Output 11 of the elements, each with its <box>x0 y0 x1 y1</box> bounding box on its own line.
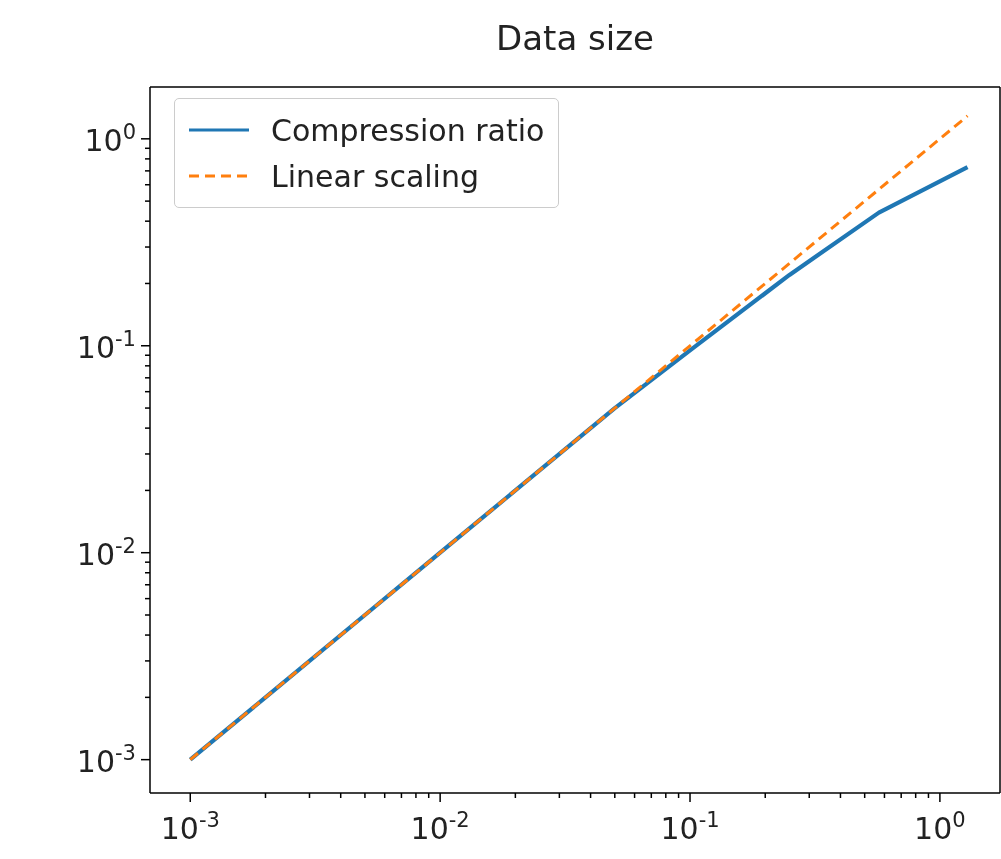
legend-label: Compression ratio <box>271 112 545 148</box>
x-tick-label: 10$^{-2}$ <box>410 808 470 846</box>
y-tick-label: 10$^{-1}$ <box>76 326 136 365</box>
y-tick-label: 10$^{0}$ <box>84 119 136 158</box>
y-tick-label: 10$^{-2}$ <box>76 533 136 572</box>
x-tick-label: 10$^{0}$ <box>914 808 966 846</box>
x-tick-label: 10$^{-3}$ <box>160 808 220 846</box>
y-tick-label: 10$^{-3}$ <box>76 740 136 779</box>
x-tick-label: 10$^{-1}$ <box>660 808 720 846</box>
chart-title: Data size <box>495 18 655 58</box>
legend-label: Linear scaling <box>271 158 480 194</box>
